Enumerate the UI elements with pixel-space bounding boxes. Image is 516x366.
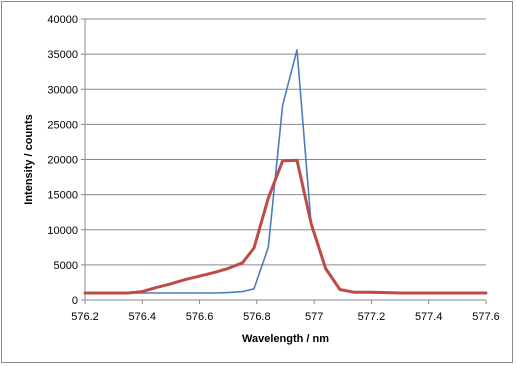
x-tick-label: 576.2 <box>71 311 99 323</box>
y-tick-label: 30000 <box>47 84 78 96</box>
y-tick-label: 20000 <box>47 155 78 167</box>
y-tick-label: 0 <box>72 295 78 307</box>
y-axis-label: Intensity / counts <box>23 114 35 204</box>
x-tick-label: 576.4 <box>129 311 157 323</box>
y-tick-label: 10000 <box>47 225 78 237</box>
y-tick-label: 40000 <box>47 14 78 26</box>
x-tick-label: 576.6 <box>186 311 214 323</box>
y-tick-label: 5000 <box>54 260 78 272</box>
y-tick-labels: 0 5000 10000 15000 20000 25000 30000 35000 40000 <box>47 14 85 307</box>
x-tick-label: 577 <box>305 311 323 323</box>
x-tick-labels: 576.2 576.4 576.6 576.8 577 577.2 577.4 577.6 <box>71 300 500 323</box>
series-lines <box>83 49 488 295</box>
gridlines <box>85 18 486 266</box>
line-chart: 0 5000 10000 15000 20000 25000 30000 35000 40000… <box>23 14 500 345</box>
x-axis-label: Wavelength / nm <box>242 333 329 345</box>
x-tick-label: 576.8 <box>243 311 271 323</box>
x-tick-label: 577.6 <box>472 311 500 323</box>
x-tick-label: 577.4 <box>415 311 443 323</box>
y-tick-label: 35000 <box>47 49 78 61</box>
series-line-2 <box>83 158 488 295</box>
x-tick-label: 577.2 <box>358 311 386 323</box>
y-tick-label: 25000 <box>47 119 78 131</box>
y-tick-label: 15000 <box>47 190 78 202</box>
series-line-1 <box>84 49 487 294</box>
